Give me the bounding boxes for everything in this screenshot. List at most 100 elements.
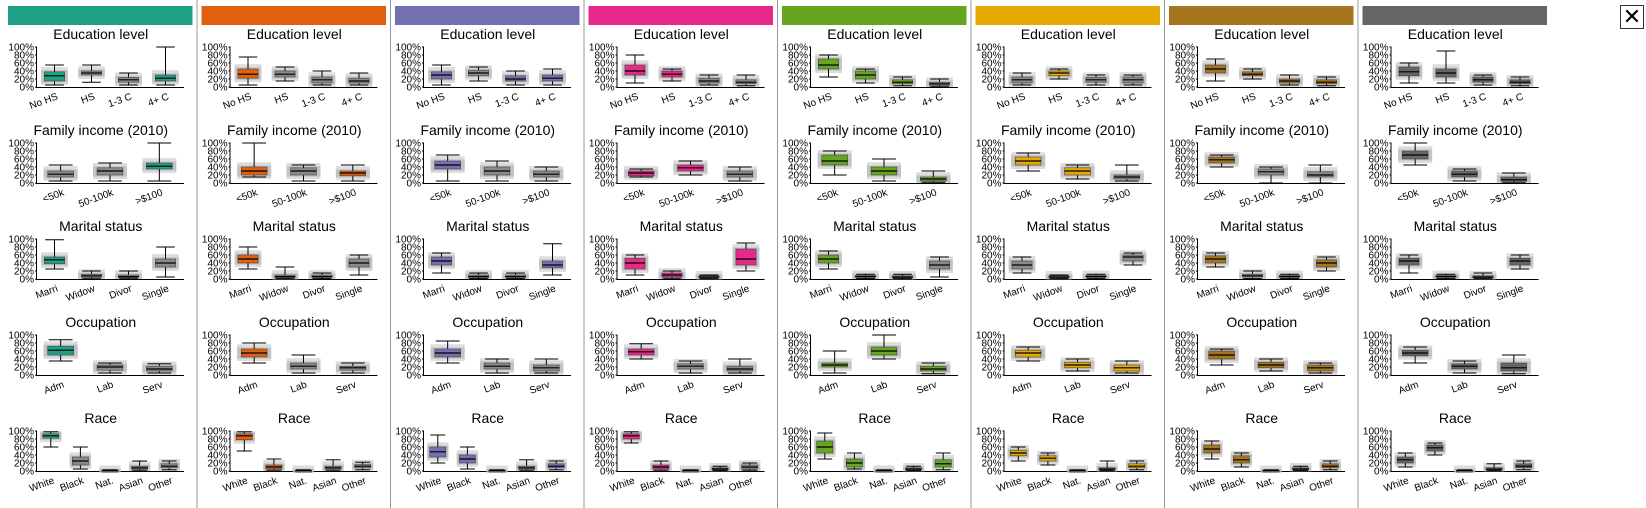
x-category-label: Nat. [94, 475, 115, 492]
panel-title: Race [665, 410, 698, 426]
y-tick-label: 0% [407, 371, 422, 382]
panel-title: Occupation [259, 314, 330, 330]
y-tick-label: 0% [1374, 467, 1389, 478]
y-tick-label: 40% [207, 259, 227, 270]
x-category-label: Widow [258, 283, 291, 304]
y-tick-label: 60% [207, 59, 227, 70]
y-tick-label: 0% [794, 371, 809, 382]
y-tick-label: 0% [794, 275, 809, 286]
y-tick-label: 40% [401, 451, 421, 462]
panel-family-income-2010-: Family income (2010) 0%20%40%60%80%100% <5… [1169, 122, 1345, 210]
y-tick-label: 0% [1181, 467, 1196, 478]
y-tick-label: 80% [1368, 147, 1388, 158]
x-category-label: Other [534, 475, 562, 494]
panel-marital-status: Marital status 0%20%40%60%80%100% Marri Wid… [976, 218, 1152, 304]
x-category-label: 4+ C [1308, 91, 1332, 109]
x-category-label: >$100 [521, 187, 552, 207]
panel-title: Education level [827, 26, 922, 42]
y-tick-label: 60% [1368, 443, 1388, 454]
y-tick-label: 0% [20, 467, 35, 478]
y-tick-label: 20% [788, 171, 808, 182]
y-tick-label: 80% [207, 147, 227, 158]
y-tick-label: 100% [1169, 43, 1195, 54]
x-category-label: 4+ C [921, 91, 945, 109]
y-tick-label: 80% [1368, 243, 1388, 254]
x-category-label: Asian [1278, 475, 1305, 494]
y-tick-label: 20% [14, 75, 34, 86]
y-tick-label: 0% [213, 83, 228, 94]
x-category-label: >$100 [715, 187, 746, 207]
x-category-label: Widow [452, 283, 485, 304]
panel-race: Race 0%20%40%60%80%100% White Black Nat. Asia… [782, 410, 958, 495]
x-category-label: 1-3 C [1461, 91, 1488, 110]
panel-title: Education level [1214, 26, 1309, 42]
y-tick-label: 60% [207, 443, 227, 454]
y-tick-label: 80% [207, 339, 227, 350]
y-tick-label: 0% [407, 83, 422, 94]
y-tick-label: 0% [20, 179, 35, 190]
x-category-label: 4+ C [147, 91, 171, 109]
y-tick-label: 20% [1175, 363, 1195, 374]
y-tick-label: 100% [589, 331, 615, 342]
x-category-label: Single [141, 283, 171, 303]
y-tick-label: 20% [981, 267, 1001, 278]
close-button[interactable]: ✕ [1620, 5, 1644, 30]
background-range [292, 465, 315, 471]
y-tick-label: 0% [987, 83, 1002, 94]
y-tick-label: 60% [788, 59, 808, 70]
y-tick-label: 60% [401, 443, 421, 454]
x-category-label: Nat. [868, 475, 889, 492]
y-tick-label: 0% [213, 371, 228, 382]
x-category-label: Asian [504, 475, 531, 494]
x-category-label: Divor [108, 283, 134, 302]
y-tick-label: 40% [401, 355, 421, 366]
panel-title: Marital status [1220, 218, 1303, 234]
y-tick-label: 100% [202, 43, 228, 54]
y-tick-label: 40% [1175, 163, 1195, 174]
y-tick-label: 60% [1175, 155, 1195, 166]
y-tick-label: 60% [1368, 347, 1388, 358]
x-category-label: Marri [615, 283, 640, 301]
background-range [1453, 465, 1476, 471]
y-tick-label: 100% [1169, 139, 1195, 150]
y-tick-label: 20% [788, 459, 808, 470]
x-category-label: <50k [1202, 187, 1227, 205]
y-tick-label: 40% [1368, 259, 1388, 270]
y-tick-label: 60% [207, 155, 227, 166]
y-tick-label: 60% [1175, 59, 1195, 70]
x-category-label: HS [1434, 91, 1451, 106]
x-category-label: 50-100k [464, 187, 503, 210]
y-tick-label: 20% [594, 75, 614, 86]
y-tick-label: 20% [14, 267, 34, 278]
x-category-label: Lab [676, 379, 696, 395]
y-tick-label: 60% [1175, 347, 1195, 358]
x-category-label: Divor [1075, 283, 1101, 302]
y-tick-label: 20% [594, 363, 614, 374]
y-tick-label: 40% [401, 163, 421, 174]
y-tick-label: 40% [14, 451, 34, 462]
y-tick-label: 100% [782, 235, 808, 246]
y-tick-label: 20% [207, 171, 227, 182]
x-category-label: 1-3 C [881, 91, 908, 110]
x-category-label: 1-3 C [687, 91, 714, 110]
cluster-color-header [975, 6, 1160, 25]
panel-title: Marital status [1414, 218, 1497, 234]
y-tick-label: 0% [600, 275, 615, 286]
x-category-label: HS [1241, 91, 1258, 106]
y-tick-label: 80% [14, 51, 34, 62]
x-category-label: 4+ C [340, 91, 364, 109]
y-tick-label: 20% [401, 171, 421, 182]
panel-title: Occupation [1420, 314, 1491, 330]
y-tick-label: 40% [401, 259, 421, 270]
panel-marital-status: Marital status 0%20%40%60%80%100% Marri Wid… [1169, 218, 1345, 304]
x-category-label: Serv [1496, 379, 1519, 396]
y-tick-label: 20% [788, 267, 808, 278]
x-category-label: No HS [222, 91, 254, 112]
x-category-label: 50-100k [658, 187, 697, 210]
y-tick-label: 100% [8, 427, 34, 438]
x-category-label: Adm [1204, 379, 1227, 396]
y-tick-label: 100% [976, 235, 1002, 246]
panel-title: Occupation [65, 314, 136, 330]
panel-title: Family income (2010) [1388, 122, 1523, 138]
